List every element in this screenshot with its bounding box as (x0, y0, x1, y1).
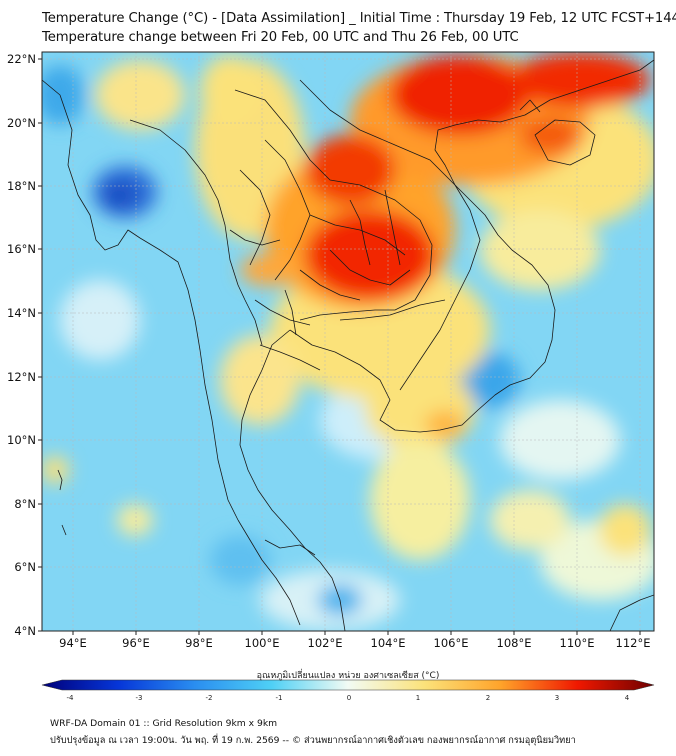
latitude-axis: 22°N 20°N 18°N 16°N 14°N 12°N 10°N 8°N 6… (7, 52, 42, 638)
lat-label-20: 20°N (7, 116, 36, 130)
colorbar-tick-4: 4 (625, 694, 630, 702)
colorbar-tick-m4: -4 (67, 694, 75, 702)
lat-label-6: 6°N (14, 560, 36, 574)
lon-label-106: 106°E (434, 636, 469, 650)
colorbar-label: อุณหภูมิเปลี่ยนแปลง หน่วย องศาเซลเซียส (… (256, 671, 440, 681)
lat-label-18: 18°N (7, 179, 36, 193)
temperature-field (42, 52, 654, 631)
lon-label-96: 96°E (122, 636, 150, 650)
lon-label-100: 100°E (245, 636, 280, 650)
lat-label-8: 8°N (14, 497, 36, 511)
lat-label-12: 12°N (7, 370, 36, 384)
colorbar-bar (41, 679, 655, 691)
lon-label-104: 104°E (371, 636, 406, 650)
footer-model-info: WRF-DA Domain 01 :: Grid Resolution 9km … (50, 718, 278, 729)
lat-label-10: 10°N (7, 433, 36, 447)
lon-label-94: 94°E (59, 636, 87, 650)
colorbar-tick-1: 1 (416, 694, 420, 702)
lon-label-98: 98°E (185, 636, 213, 650)
lat-label-4: 4°N (14, 624, 36, 638)
colorbar-tick-2: 2 (486, 694, 490, 702)
lon-label-108: 108°E (497, 636, 532, 650)
graticule (42, 52, 654, 631)
colorbar-tick-m2: -2 (206, 694, 213, 702)
colorbar-tick-3: 3 (555, 694, 559, 702)
map-title-line1: Temperature Change (°C) - [Data Assimila… (42, 11, 676, 26)
temperature-change-map: 22°N 20°N 18°N 16°N 14°N 12°N 10°N 8°N 6… (7, 51, 655, 702)
colorbar: -4 -3 -2 -1 0 1 2 3 4 (41, 679, 655, 702)
coastlines-and-borders (42, 59, 654, 631)
lon-label-110: 110°E (560, 636, 595, 650)
colorbar-tick-m3: -3 (136, 694, 143, 702)
footer-credit: ปรับปรุงข้อมูล ณ เวลา 19:00น. วัน พฤ. ที… (50, 735, 576, 746)
longitude-axis: 94°E 96°E 98°E 100°E 102°E 104°E 106°E 1… (59, 631, 650, 650)
map-title-line2: Temperature change between Fri 20 Feb, 0… (42, 30, 519, 45)
lat-label-22: 22°N (7, 52, 36, 66)
lat-label-16: 16°N (7, 242, 36, 256)
lat-label-14: 14°N (7, 306, 36, 320)
colorbar-tick-m1: -1 (276, 694, 283, 702)
lon-label-112: 112°E (616, 636, 651, 650)
colorbar-tick-0: 0 (347, 694, 351, 702)
lon-label-102: 102°E (308, 636, 343, 650)
map-frame (41, 51, 655, 632)
